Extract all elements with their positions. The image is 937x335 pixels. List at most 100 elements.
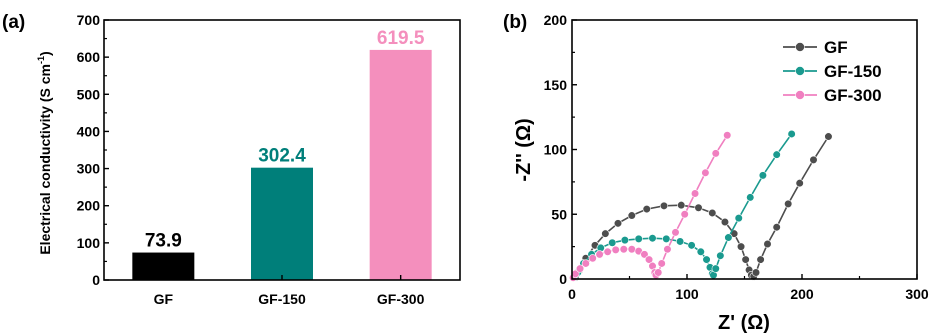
- data-point: [772, 223, 781, 232]
- data-point: [640, 250, 649, 259]
- data-point: [690, 189, 700, 198]
- legend-marker: [795, 42, 805, 52]
- y-tick-label: 50: [551, 206, 567, 222]
- data-point: [701, 168, 710, 177]
- bar-value-label: 619.5: [377, 28, 425, 49]
- legend-label: GF-300: [824, 86, 882, 105]
- panel-a-y-ticks: 0 100 200 300 400 500 600 700: [77, 12, 109, 288]
- data-point: [711, 264, 720, 273]
- data-point: [795, 179, 804, 188]
- data-point: [716, 251, 725, 260]
- legend-marker: [795, 66, 805, 76]
- data-point: [611, 245, 620, 254]
- data-point: [809, 155, 818, 164]
- panel-a-x-ticks: GF GF-150 GF-300: [154, 275, 425, 307]
- data-point: [696, 247, 705, 256]
- data-point: [772, 150, 781, 159]
- x-tick-label: GF-150: [258, 291, 306, 307]
- bar: [251, 167, 313, 280]
- data-point: [608, 238, 617, 247]
- legend-label: GF: [824, 38, 848, 57]
- data-point: [575, 264, 585, 273]
- data-point: [613, 219, 623, 228]
- data-point: [751, 268, 761, 277]
- data-point: [595, 250, 604, 259]
- y-tick-label: 500: [77, 86, 101, 102]
- panel-a-plot-frame: [103, 19, 461, 281]
- x-tick-label: GF: [154, 291, 174, 307]
- data-point: [724, 233, 733, 242]
- data-point: [787, 129, 796, 139]
- bar-value-label: 302.4: [258, 146, 306, 167]
- data-point: [671, 228, 680, 237]
- data-point: [619, 245, 628, 254]
- panel-b-series: [569, 129, 833, 282]
- data-point: [702, 255, 711, 264]
- data-point: [662, 234, 671, 243]
- legend-marker: [795, 90, 805, 100]
- y-tick-label: 200: [544, 12, 568, 28]
- data-point: [734, 214, 743, 223]
- data-point: [581, 259, 590, 268]
- data-point: [720, 217, 730, 227]
- y-tick-label: 700: [77, 12, 101, 28]
- data-point: [741, 255, 750, 264]
- data-point: [736, 242, 746, 251]
- x-tick-label: 100: [675, 286, 699, 302]
- data-point: [588, 254, 597, 263]
- data-point: [601, 229, 610, 238]
- panel-b-y-axis-label: -Z'' (Ω): [513, 118, 535, 181]
- data-point: [627, 245, 636, 254]
- y-tick-label: 200: [77, 198, 101, 214]
- data-point: [784, 199, 793, 208]
- data-point: [603, 247, 612, 256]
- panel-b-plot-frame: [571, 19, 918, 280]
- data-point: [723, 131, 732, 140]
- data-point: [694, 203, 703, 212]
- panel-a: (a) Electrical conductivity (S cm-1) 0 10…: [2, 12, 461, 307]
- data-point: [642, 204, 651, 214]
- data-point: [680, 210, 689, 219]
- data-point: [711, 149, 720, 158]
- panel-b-legend: GF GF-150 GF-300: [783, 38, 882, 105]
- data-point: [687, 241, 696, 250]
- y-tick-label: 150: [544, 77, 568, 93]
- panel-b: (b) -Z'' (Ω) Z' (Ω) 0 100 200 300 0 50 100 150 2…: [503, 12, 929, 334]
- bar-value-label: 73.9: [145, 231, 182, 252]
- data-point: [663, 245, 672, 254]
- data-point: [644, 255, 654, 264]
- data-point: [756, 255, 765, 264]
- data-point: [654, 268, 663, 277]
- x-tick-label: 0: [568, 286, 576, 302]
- y-tick-label: 100: [77, 235, 101, 251]
- data-point: [677, 201, 686, 210]
- data-point: [659, 201, 669, 210]
- y-tick-label: 0: [559, 271, 567, 287]
- y-tick-label: 600: [77, 49, 101, 65]
- panel-a-label: (a): [2, 12, 25, 33]
- y-tick-label: 100: [544, 142, 568, 158]
- data-point: [627, 211, 636, 220]
- y-tick-label: 400: [77, 123, 101, 139]
- x-tick-label: 300: [905, 286, 929, 302]
- data-point: [634, 234, 643, 243]
- panel-b-x-axis-label: Z' (Ω): [718, 312, 770, 334]
- y-tick-label: 300: [77, 161, 101, 177]
- x-tick-label: 200: [790, 286, 814, 302]
- data-point: [675, 237, 685, 246]
- panel-a-bars: 73.9 302.4 619.5: [132, 28, 432, 281]
- bar: [369, 49, 432, 281]
- panel-b-label: (b): [503, 12, 527, 33]
- data-point: [758, 171, 768, 180]
- data-point: [708, 208, 717, 218]
- data-point: [746, 193, 755, 202]
- panel-a-y-axis-label: Electrical conductivity (S cm-1): [36, 51, 53, 254]
- data-point: [620, 236, 630, 245]
- x-tick-label: GF-300: [377, 291, 425, 307]
- data-point: [824, 132, 833, 141]
- data-point: [657, 259, 666, 268]
- data-point: [763, 239, 772, 249]
- panel-b-ticks: 0 100 200 300 0 50 100 150 200: [544, 12, 929, 302]
- legend-label: GF-150: [824, 62, 882, 81]
